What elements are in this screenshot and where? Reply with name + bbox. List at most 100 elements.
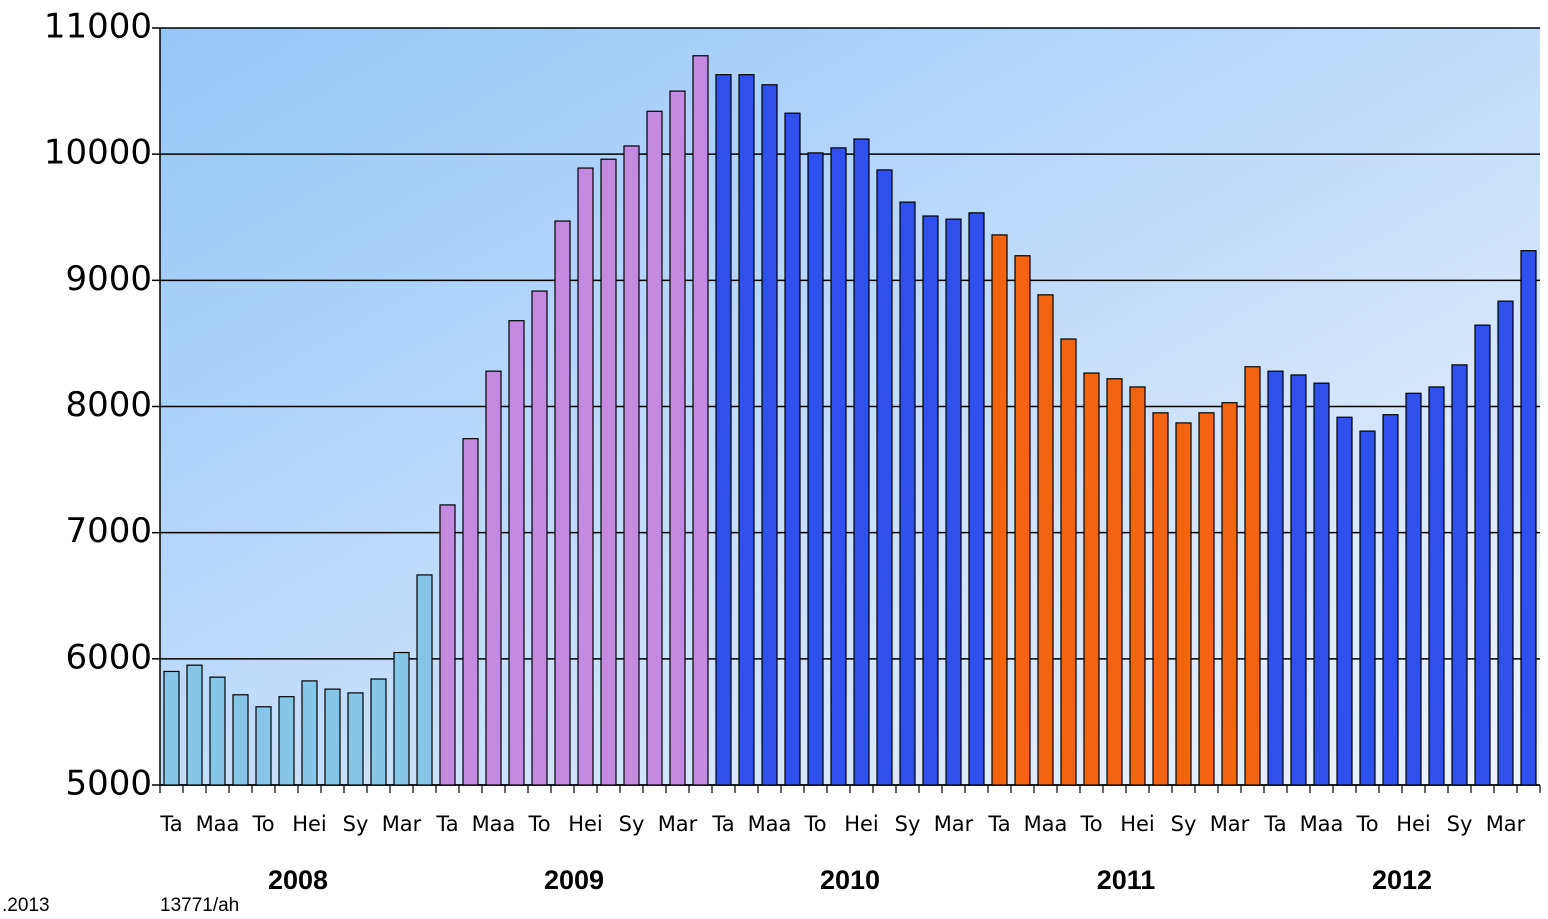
bar	[416, 574, 433, 786]
x-tick-label: Maa	[1300, 812, 1344, 836]
x-tick-label: Hei	[1120, 812, 1155, 836]
bar	[462, 438, 479, 786]
y-tick-label: 6000	[65, 637, 152, 677]
y-tick-label: 8000	[65, 385, 152, 425]
bar	[577, 167, 594, 786]
bar	[669, 90, 686, 786]
x-tick-label: Ta	[987, 812, 1010, 836]
bar	[301, 680, 318, 786]
x-tick-label: Maa	[472, 812, 516, 836]
bar	[761, 84, 778, 786]
bar	[1336, 416, 1353, 786]
x-tick-label: To	[1079, 812, 1102, 836]
bar	[163, 670, 180, 786]
bar	[1290, 374, 1307, 786]
bar	[439, 504, 456, 786]
bar	[1474, 324, 1491, 786]
x-tick-label: Ta	[435, 812, 458, 836]
y-tick-label: 11000	[44, 7, 152, 47]
bar	[600, 158, 617, 786]
year-label: 2009	[544, 865, 604, 895]
bar	[646, 110, 663, 786]
x-tick-label: Sy	[1447, 812, 1473, 836]
bar	[1152, 412, 1169, 786]
bar	[899, 201, 916, 786]
bar	[692, 55, 709, 786]
x-tick-label: Sy	[895, 812, 921, 836]
bar	[186, 664, 203, 786]
bar	[1520, 250, 1537, 786]
x-tick-label: Mar	[1486, 812, 1526, 836]
bar	[370, 678, 387, 786]
bar	[232, 694, 249, 786]
bar	[508, 320, 525, 786]
x-tick-label: Hei	[292, 812, 327, 836]
bar	[1359, 430, 1376, 786]
bar	[1106, 378, 1123, 786]
bar	[1244, 366, 1261, 786]
x-tick-label: To	[803, 812, 826, 836]
bar	[1405, 392, 1422, 786]
x-tick-label: To	[527, 812, 550, 836]
y-tick-label: 7000	[65, 511, 152, 551]
bar	[830, 147, 847, 786]
bar	[807, 152, 824, 786]
bar	[623, 145, 640, 786]
bar	[922, 215, 939, 786]
x-tick-label: Hei	[1396, 812, 1431, 836]
year-label: 2008	[268, 865, 328, 895]
x-tick-label: Hei	[844, 812, 879, 836]
bar	[715, 74, 732, 786]
bar	[1175, 422, 1192, 786]
x-tick-label: Sy	[619, 812, 645, 836]
bar	[1037, 294, 1054, 786]
bar	[1267, 370, 1284, 786]
bar	[1083, 372, 1100, 786]
bar	[278, 696, 295, 786]
footer-date: .2013	[2, 895, 50, 916]
bar	[853, 138, 870, 786]
bar	[968, 212, 985, 786]
x-tick-label: Sy	[1171, 812, 1197, 836]
bar	[1428, 386, 1445, 786]
year-label: 2012	[1372, 865, 1432, 895]
bar	[531, 290, 548, 786]
bar	[209, 676, 226, 786]
x-tick-label: Maa	[1024, 812, 1068, 836]
y-tick-label: 9000	[65, 259, 152, 299]
year-label: 2010	[820, 865, 880, 895]
year-label: 2011	[1097, 865, 1156, 895]
bar	[347, 692, 364, 786]
bar	[393, 651, 410, 786]
bar	[1313, 382, 1330, 786]
bar	[1497, 300, 1514, 786]
bar	[324, 688, 341, 786]
bar	[876, 169, 893, 786]
y-tick-label: 10000	[44, 133, 152, 173]
bar	[945, 218, 962, 786]
x-tick-label: Sy	[343, 812, 369, 836]
x-tick-label: Maa	[748, 812, 792, 836]
x-tick-label: Mar	[934, 812, 974, 836]
bar	[1451, 364, 1468, 786]
x-tick-label: Maa	[196, 812, 240, 836]
bar	[1221, 402, 1238, 786]
bar	[554, 220, 571, 786]
y-tick-label: 5000	[65, 764, 152, 804]
bar	[1129, 386, 1146, 786]
bar	[1060, 338, 1077, 786]
x-tick-label: Ta	[1263, 812, 1286, 836]
x-tick-label: Mar	[658, 812, 698, 836]
bar	[485, 370, 502, 786]
x-tick-label: Hei	[568, 812, 603, 836]
bar	[1014, 255, 1031, 786]
x-tick-label: Ta	[711, 812, 734, 836]
bar	[1198, 412, 1215, 786]
bar	[738, 74, 755, 786]
footer-code: 13771/ah	[160, 895, 239, 916]
x-tick-label: To	[251, 812, 274, 836]
x-tick-label: Mar	[1210, 812, 1250, 836]
bar	[255, 706, 272, 786]
x-tick-label: Mar	[382, 812, 422, 836]
